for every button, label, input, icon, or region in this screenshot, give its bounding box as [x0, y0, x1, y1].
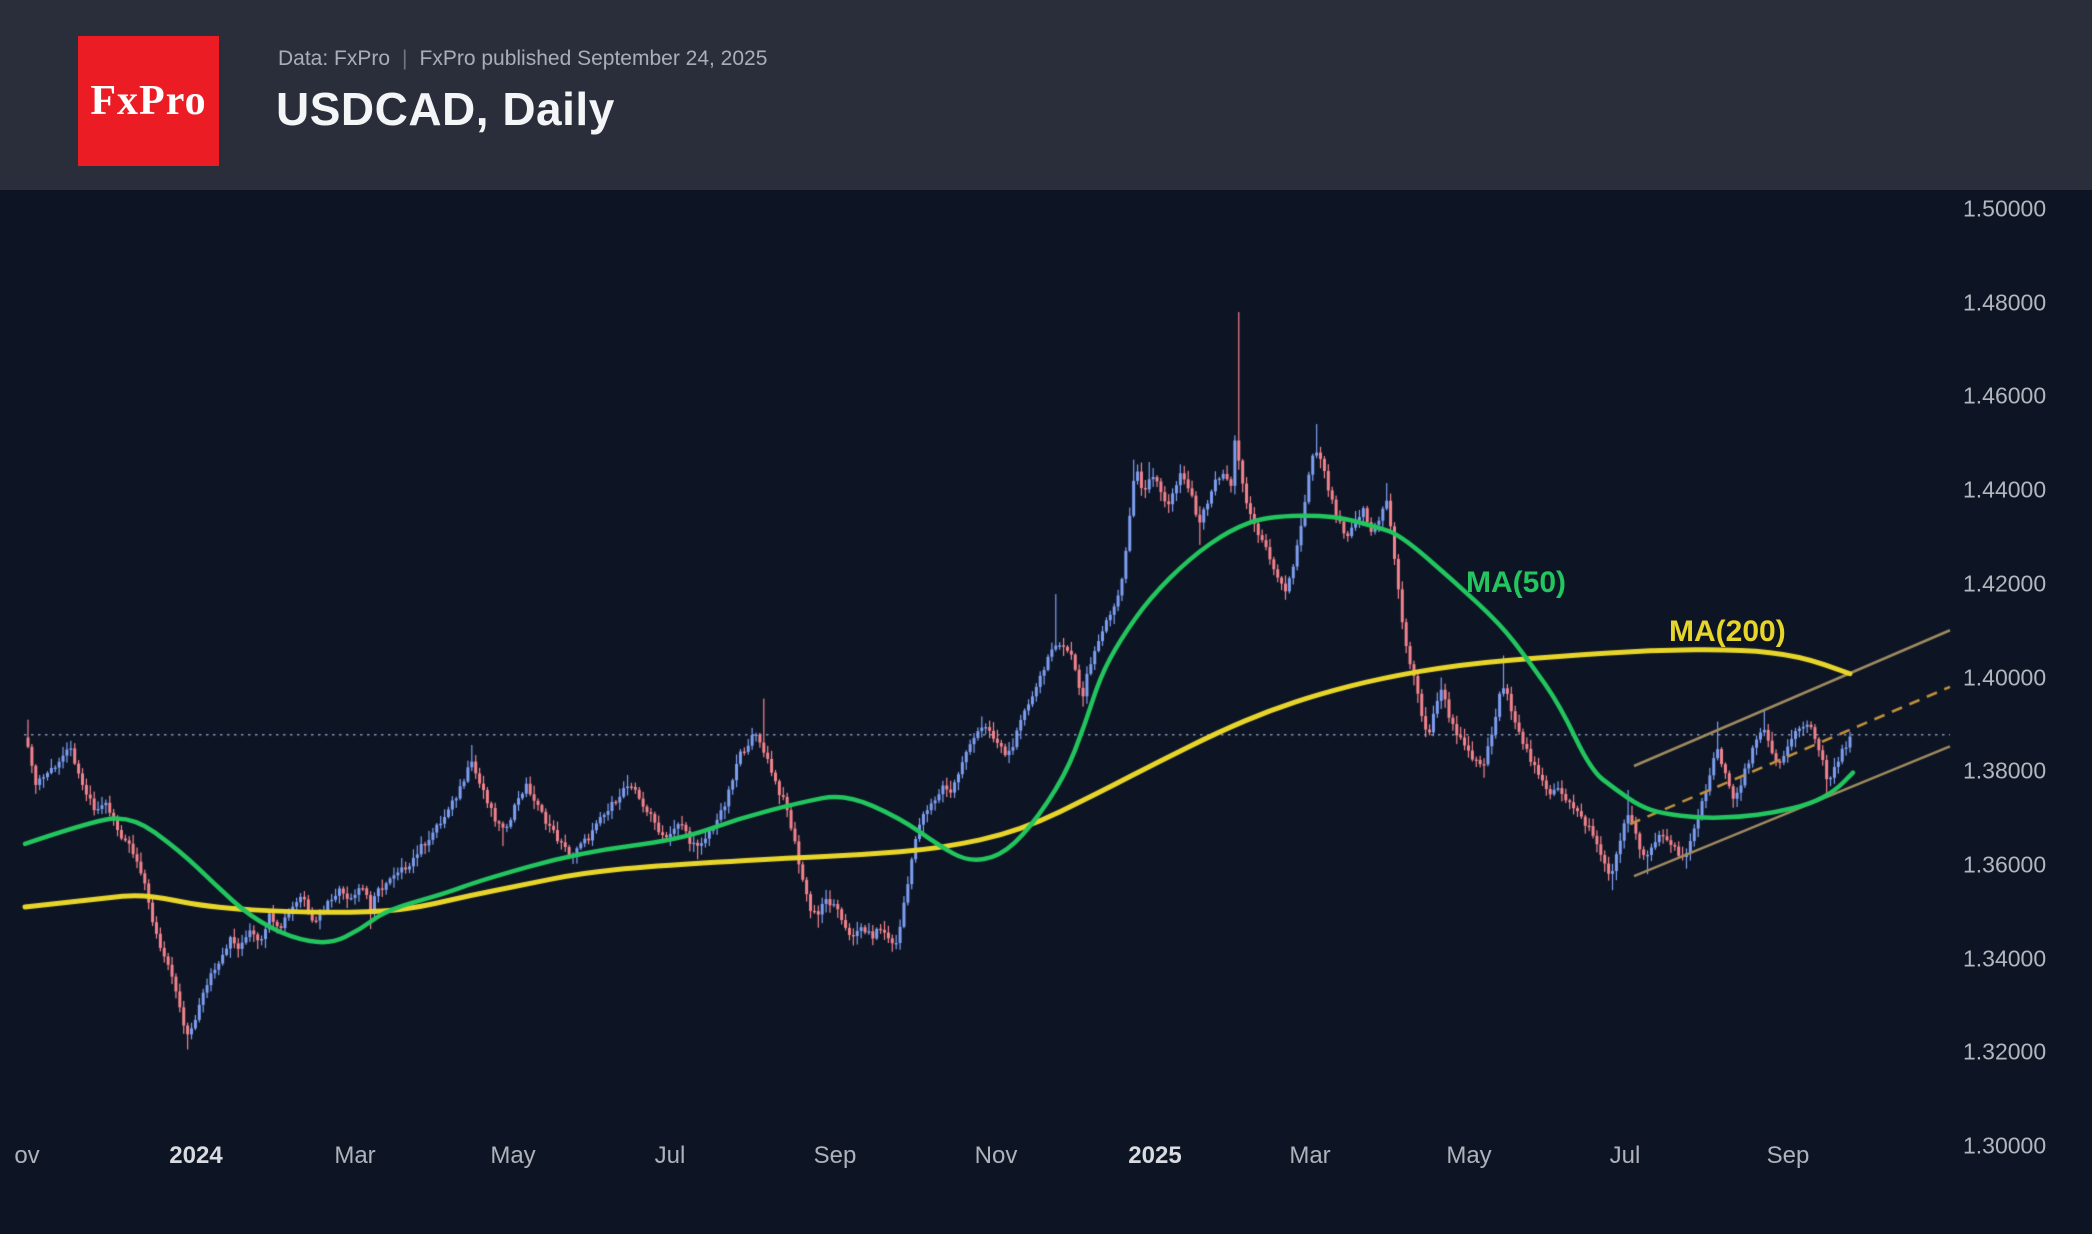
x-axis-year-label: 2024: [169, 1142, 223, 1169]
fxpro-logo-text: FxPro: [90, 78, 207, 124]
published-text: FxPro published September 24, 2025: [419, 47, 768, 70]
fxpro-logo: FxPro: [78, 36, 219, 166]
y-axis-label: 1.40000: [1963, 664, 2047, 690]
ma50-label: MA(50): [1466, 566, 1567, 599]
y-axis-label: 1.38000: [1963, 757, 2047, 784]
x-axis-year-label: 2025: [1128, 1142, 1182, 1169]
x-axis-month-label: Sep: [813, 1142, 857, 1169]
x-axis-month-label: Jul: [654, 1142, 686, 1169]
x-axis-month-label: May: [1446, 1142, 1492, 1169]
y-axis-label: 1.44000: [1963, 476, 2047, 503]
x-axis-month-label: Nov: [974, 1142, 1018, 1169]
subtitle-separator: |: [402, 47, 408, 70]
header: FxPro Data: FxPro | FxPro published Septem…: [0, 0, 2092, 190]
y-axis-label: 1.48000: [1963, 289, 2047, 316]
x-axis-month-label: Mar: [1289, 1142, 1331, 1169]
x-axis-month-label: Mar: [334, 1142, 376, 1169]
chart-source-line: Data: FxPro | FxPro published September 24…: [278, 47, 767, 71]
y-axis-label: 1.46000: [1963, 382, 2047, 409]
page-title: USDCAD, Daily: [276, 83, 615, 135]
x-axis-month-label: Jul: [1609, 1142, 1641, 1169]
x-axis-month-label: May: [490, 1142, 536, 1169]
y-axis-label: 1.50000: [1963, 195, 2047, 222]
y-axis-label: 1.42000: [1963, 570, 2047, 597]
x-axis-month-label: ov: [14, 1142, 40, 1169]
y-axis-label: 1.34000: [1963, 945, 2047, 972]
x-axis-month-label: Sep: [1766, 1142, 1810, 1169]
data-source-text: Data: FxPro: [278, 47, 391, 70]
y-axis-label: 1.30000: [1963, 1132, 2047, 1159]
ma200-label: MA(200): [1669, 615, 1786, 648]
y-axis-label: 1.36000: [1963, 851, 2047, 878]
y-axis-label: 1.32000: [1963, 1038, 2047, 1065]
